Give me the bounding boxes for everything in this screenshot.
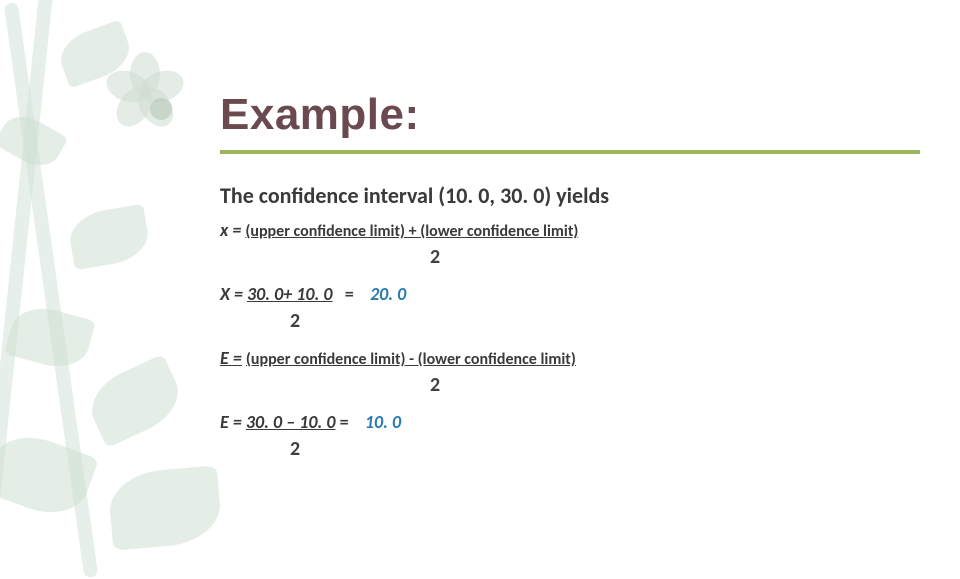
x-formula-numerator: (upper confidence limit) + (lower confid… [245,222,578,241]
e-eval-line: E = 30. 0 – 10. 0 = 10. 0 [220,411,920,433]
x-eval-tail [337,283,341,305]
title-underline [220,150,920,154]
x-eval-numerator: 30. 0+ 10. 0 [247,283,333,305]
e-formula-denominator: 2 [430,373,920,397]
e-eval-lhs: E = [220,411,242,433]
x-eval-equals: = [345,283,354,305]
x-eval-line: X = 30. 0+ 10. 0 = 20. 0 [220,283,920,305]
slide-content: Example: The confidence interval (10. 0,… [220,90,920,461]
page-title: Example: [220,90,920,140]
e-eval-denominator: 2 [290,437,920,461]
x-eval-result: 20. 0 [370,283,406,305]
e-formula-numerator: (upper confidence limit) - (lower confid… [246,350,576,369]
e-formula-line: E = (upper confidence limit) - (lower co… [220,347,920,369]
x-eval-denominator: 2 [290,309,920,333]
e-eval-result: 10. 0 [365,411,401,433]
x-formula-denominator: 2 [430,245,920,269]
x-eval-lhs: X = [220,283,243,305]
e-eval-numerator: 30. 0 – 10. 0 [246,411,336,433]
e-formula-lhs: E = [220,347,242,369]
x-formula-line: x = (upper confidence limit) + (lower co… [220,219,920,241]
x-formula-lhs: x = [220,219,241,241]
intro-text: The confidence interval (10. 0, 30. 0) y… [220,182,920,209]
e-eval-equals: = [340,411,349,433]
